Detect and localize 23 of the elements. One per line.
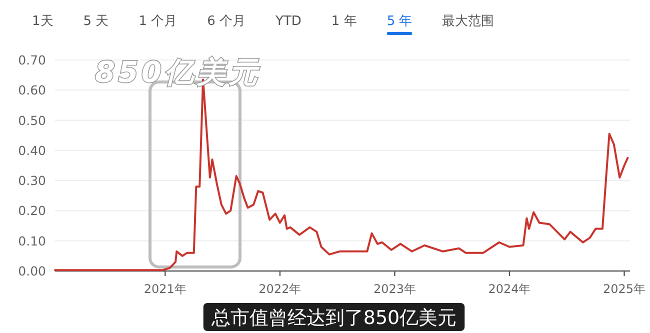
x-tick-label: 2024年 bbox=[488, 282, 531, 296]
text: 总市值曾经达到了850亿美元 bbox=[210, 307, 457, 329]
text: 1天 bbox=[32, 14, 54, 29]
y-tick-label: 0.00 bbox=[18, 264, 46, 278]
text: 1 年 bbox=[331, 14, 357, 29]
text: 1 个月 bbox=[138, 14, 178, 29]
y-tick-label: 0.60 bbox=[18, 82, 46, 98]
y-tick-label: 0.70 bbox=[18, 52, 46, 68]
x-tick-label: 2022年 bbox=[258, 282, 302, 296]
y-tick-label: 0.10 bbox=[18, 233, 46, 248]
x-tick-label: 2023年 bbox=[373, 282, 416, 296]
text: 6 个月 bbox=[207, 14, 246, 29]
text: 最大范围 bbox=[442, 14, 494, 29]
y-tick-label: 0.30 bbox=[18, 173, 46, 188]
y-tick-label: 0.50 bbox=[18, 112, 46, 128]
x-tick-label: 2021年 bbox=[144, 282, 186, 296]
y-tick-label: 0.20 bbox=[18, 203, 46, 218]
text: YTD bbox=[274, 14, 302, 29]
text: 5 年 bbox=[386, 14, 412, 29]
annotation: 850亿美元 bbox=[95, 55, 261, 89]
y-tick-label: 0.40 bbox=[18, 142, 46, 158]
x-tick-label: 2025年 bbox=[602, 282, 646, 296]
text: 5 天 bbox=[83, 14, 109, 29]
